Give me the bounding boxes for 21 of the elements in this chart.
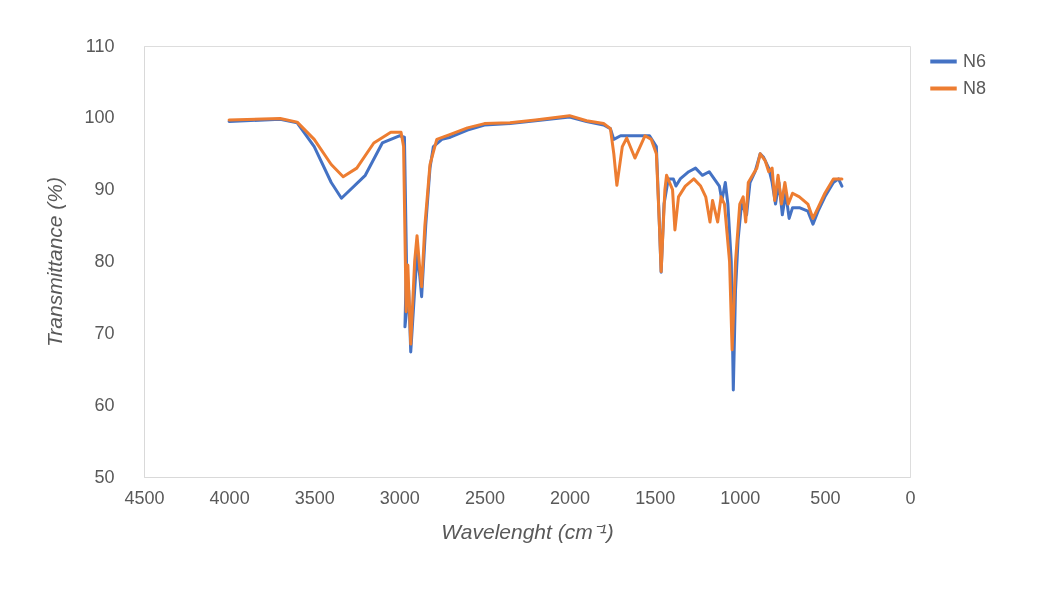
y-tick-label: 90 [94, 179, 115, 200]
x-axis-title: Wavelenght (cm⁻¹) [441, 519, 614, 543]
y-axis-title: Transmittance (%) [43, 177, 67, 347]
x-tick-label: 500 [810, 487, 841, 508]
y-tick-label: 70 [94, 322, 115, 343]
x-tick-label: 4500 [124, 487, 165, 508]
x-tick-label: 2000 [550, 487, 591, 508]
x-tick-label: 0 [905, 487, 916, 508]
x-tick-label: 3000 [379, 487, 420, 508]
x-tick-label: 1000 [720, 487, 761, 508]
legend-label: N8 [963, 77, 987, 98]
x-tick-label: 2500 [464, 487, 505, 508]
y-tick-label: 100 [84, 107, 115, 128]
legend-label: N6 [963, 50, 987, 71]
y-tick-label: 50 [94, 466, 115, 487]
x-tick-label: 3500 [294, 487, 335, 508]
y-tick-label: 80 [94, 251, 115, 271]
y-tick-label: 60 [94, 394, 115, 415]
x-tick-label: 1500 [635, 487, 676, 508]
x-tick-label: 4000 [209, 487, 250, 508]
y-tick-label: 110 [85, 35, 115, 56]
